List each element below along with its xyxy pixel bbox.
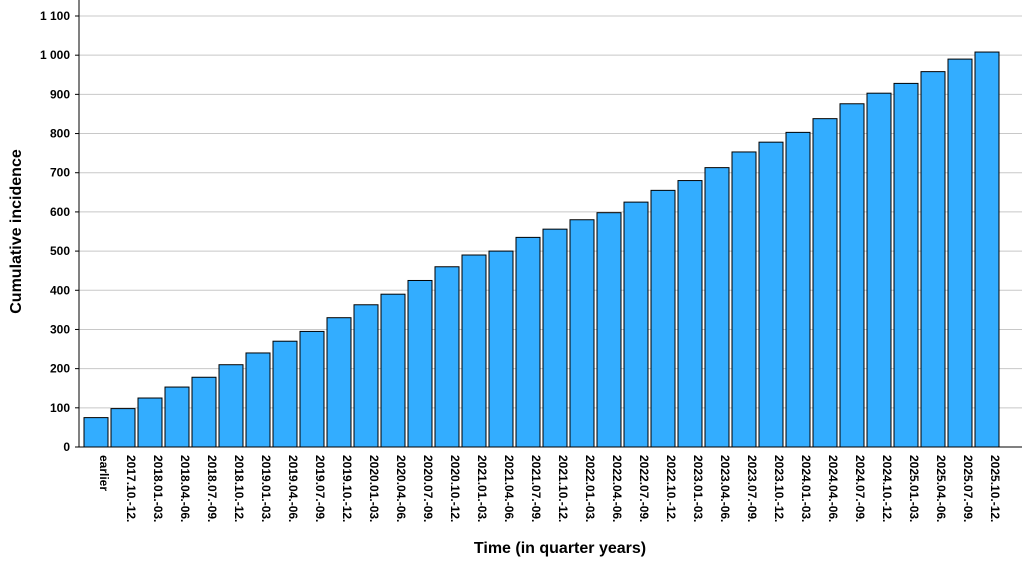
bar bbox=[461, 254, 487, 448]
y-tick-label: 800 bbox=[50, 127, 70, 141]
bar bbox=[83, 417, 109, 448]
x-tick-label: 2018.01.-03. bbox=[151, 455, 165, 522]
y-tick-label: 500 bbox=[50, 244, 70, 258]
x-tick-label: 2024.07.-09. bbox=[853, 455, 867, 522]
bar bbox=[137, 397, 163, 448]
bar bbox=[974, 51, 1000, 448]
x-tick-label: 2025.10.-12. bbox=[988, 455, 1002, 522]
y-tick-label: 300 bbox=[50, 322, 70, 336]
x-tick-label: 2025.07.-09. bbox=[961, 455, 975, 522]
bar bbox=[218, 364, 244, 448]
x-tick-label: 2019.07.-09. bbox=[313, 455, 327, 522]
bar bbox=[623, 201, 649, 448]
x-tick-label: 2023.07.-09. bbox=[745, 455, 759, 522]
x-tick-label: 2021.04.-06. bbox=[502, 455, 516, 522]
y-tick-label: 0 bbox=[63, 440, 70, 454]
x-tick-label: 2023.01.-03. bbox=[691, 455, 705, 522]
x-tick-label: 2021.07.-09. bbox=[529, 455, 543, 522]
x-axis-ticks: earlier 2017.10.-12. 2018.01.-03. 2018.04.-… bbox=[97, 455, 1002, 522]
bar bbox=[515, 236, 541, 448]
bar bbox=[569, 219, 595, 448]
y-tick-label: 200 bbox=[50, 362, 70, 376]
y-tick-label: 600 bbox=[50, 205, 70, 219]
x-tick-label: 2018.10.-12. bbox=[232, 455, 246, 522]
x-tick-label: 2020.10.-12. bbox=[448, 455, 462, 522]
bar bbox=[866, 92, 892, 448]
bar bbox=[731, 151, 757, 448]
x-axis-title: Time (in quarter years) bbox=[474, 540, 646, 557]
x-tick-label: 2022.04.-06. bbox=[610, 455, 624, 522]
x-tick-label: 2025.04.-06. bbox=[934, 455, 948, 522]
bar bbox=[299, 330, 325, 448]
bar bbox=[785, 131, 811, 448]
x-tick-label: 2020.07.-09. bbox=[421, 455, 435, 522]
x-tick-label: 2020.04.-06. bbox=[394, 455, 408, 522]
x-tick-label: 2020.01.-03. bbox=[367, 455, 381, 522]
bar bbox=[704, 167, 730, 448]
x-tick-label: 2023.04.-06. bbox=[718, 455, 732, 522]
bar bbox=[596, 212, 622, 448]
x-tick-label: 2023.10.-12. bbox=[772, 455, 786, 522]
bar bbox=[272, 340, 298, 448]
bars bbox=[83, 51, 1000, 448]
x-tick-label: 2024.10.-12. bbox=[880, 455, 894, 522]
bar bbox=[245, 352, 271, 448]
x-tick-label: 2025.01.-03. bbox=[907, 455, 921, 522]
bar bbox=[920, 71, 946, 448]
x-tick-label: 2021.01.-03. bbox=[475, 455, 489, 522]
bar bbox=[191, 376, 217, 448]
x-tick-label: 2019.01.-03. bbox=[259, 455, 273, 522]
x-tick-label: 2019.10.-12. bbox=[340, 455, 354, 522]
bar bbox=[326, 317, 352, 448]
y-tick-label: 1 000 bbox=[40, 48, 70, 62]
x-tick-label: 2022.07.-09. bbox=[637, 455, 651, 522]
y-tick-label: 900 bbox=[50, 87, 70, 101]
x-tick-label: earlier bbox=[97, 455, 111, 491]
x-tick-label: 2019.04.-06. bbox=[286, 455, 300, 522]
bar bbox=[812, 118, 838, 448]
x-tick-label: 2022.01.-03. bbox=[583, 455, 597, 522]
bar bbox=[353, 304, 379, 448]
bar bbox=[758, 141, 784, 448]
bar bbox=[164, 386, 190, 448]
bar bbox=[893, 82, 919, 448]
x-tick-label: 2021.10.-12. bbox=[556, 455, 570, 522]
bar bbox=[488, 250, 514, 448]
x-tick-label: 2024.01.-03. bbox=[799, 455, 813, 522]
bar bbox=[947, 58, 973, 448]
y-axis-ticks: 0 100 200 300 400 500 600 700 800 900 1 000 1 100 bbox=[40, 9, 79, 454]
y-tick-label: 700 bbox=[50, 166, 70, 180]
bar bbox=[380, 293, 406, 448]
bar bbox=[434, 266, 460, 448]
bar bbox=[542, 228, 568, 448]
x-tick-label: 2018.04.-06. bbox=[178, 455, 192, 522]
x-tick-label: 2024.04.-06. bbox=[826, 455, 840, 522]
y-tick-label: 1 100 bbox=[40, 9, 70, 23]
y-tick-label: 100 bbox=[50, 401, 70, 415]
bar bbox=[407, 279, 433, 448]
x-tick-label: 2022.10.-12. bbox=[664, 455, 678, 522]
y-axis-title: Cumulative incidence bbox=[8, 149, 25, 314]
bar bbox=[650, 189, 676, 448]
bar bbox=[110, 408, 136, 448]
x-tick-label: 2018.07.-09. bbox=[205, 455, 219, 522]
x-tick-label: 2017.10.-12. bbox=[124, 455, 138, 522]
bar bbox=[839, 103, 865, 448]
y-tick-label: 400 bbox=[50, 283, 70, 297]
bar bbox=[677, 180, 703, 448]
